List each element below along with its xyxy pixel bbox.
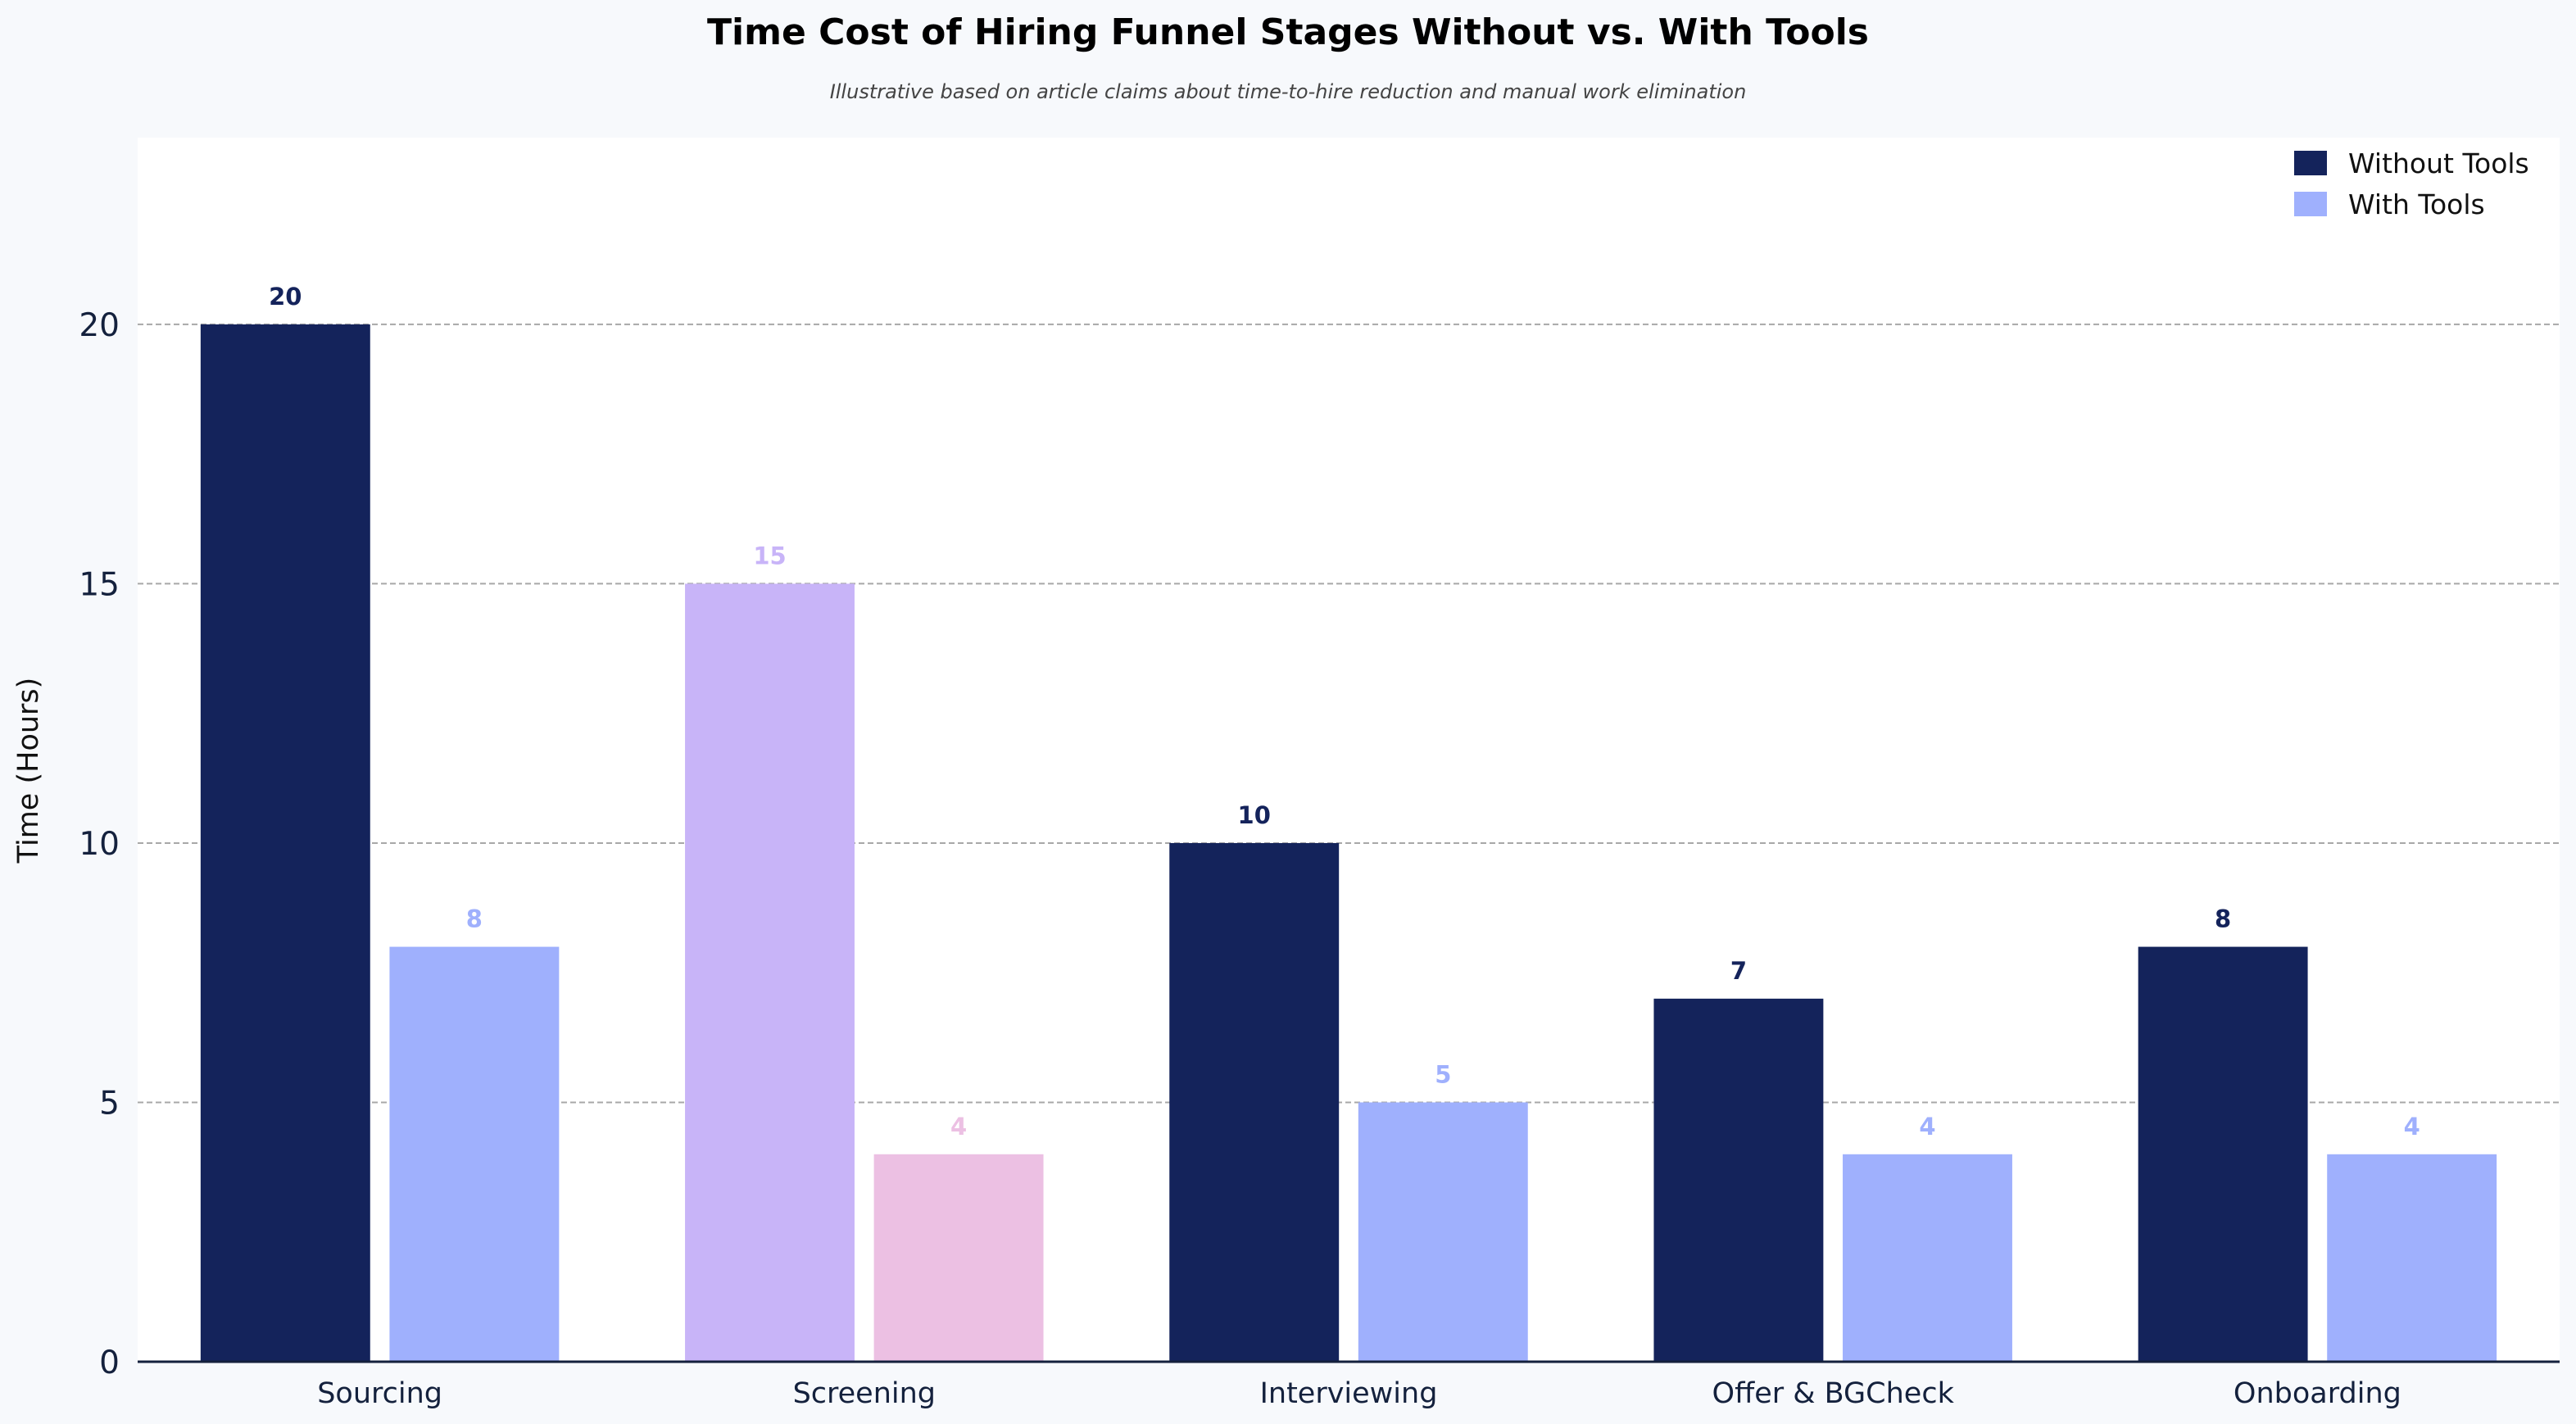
bar-value-label: 4 bbox=[950, 1113, 967, 1141]
bar-with-tools bbox=[1358, 1102, 1528, 1362]
bar-value-label: 8 bbox=[466, 905, 483, 933]
legend-label: With Tools bbox=[2348, 188, 2485, 220]
x-tick-label: Screening bbox=[793, 1377, 936, 1410]
bar-without-tools bbox=[2138, 946, 2308, 1362]
bar-with-tools bbox=[1843, 1154, 2012, 1362]
chart-subtitle: Illustrative based on article claims abo… bbox=[830, 80, 1747, 103]
y-ticks: 0 5 10 15 20 bbox=[79, 307, 120, 1381]
bar-value-label: 20 bbox=[269, 283, 302, 311]
legend-swatch bbox=[2294, 192, 2327, 216]
x-ticks: Sourcing Screening Interviewing Offer & BGC… bbox=[317, 1377, 2401, 1410]
x-tick-label: Sourcing bbox=[317, 1377, 442, 1410]
x-tick-label: Offer & BGCheck bbox=[1712, 1377, 1955, 1410]
y-tick-label: 0 bbox=[99, 1345, 120, 1381]
y-tick-label: 15 bbox=[79, 566, 120, 603]
legend-label: Without Tools bbox=[2348, 147, 2529, 179]
bar-value-label: 4 bbox=[1919, 1113, 1935, 1141]
bar-value-label: 8 bbox=[2215, 905, 2231, 933]
bar-with-tools bbox=[389, 946, 560, 1362]
x-tick-label: Interviewing bbox=[1260, 1377, 1438, 1410]
x-tick-label: Onboarding bbox=[2234, 1377, 2401, 1410]
bar-value-label: 4 bbox=[2404, 1113, 2420, 1141]
bar-without-tools bbox=[685, 583, 855, 1362]
bar-value-label: 5 bbox=[1435, 1060, 1451, 1088]
y-axis-label: Time (Hours) bbox=[12, 678, 45, 864]
legend: Without Tools With Tools bbox=[2294, 147, 2529, 220]
bar-value-label: 7 bbox=[1730, 957, 1747, 985]
bar-without-tools bbox=[1169, 842, 1340, 1362]
y-tick-label: 20 bbox=[79, 307, 120, 344]
bar-with-tools bbox=[2327, 1154, 2497, 1362]
bar-with-tools bbox=[873, 1154, 1044, 1362]
bar-without-tools bbox=[1653, 998, 1824, 1362]
bars bbox=[200, 324, 2497, 1362]
chart-title: Time Cost of Hiring Funnel Stages Withou… bbox=[707, 11, 1869, 53]
bar-value-label: 10 bbox=[1238, 801, 1271, 829]
legend-swatch bbox=[2294, 151, 2327, 175]
bar-without-tools bbox=[200, 324, 370, 1362]
value-labels: 20 8 15 4 10 5 7 4 8 4 bbox=[269, 283, 2420, 1141]
y-tick-label: 10 bbox=[79, 826, 120, 863]
y-tick-label: 5 bbox=[99, 1085, 120, 1122]
bar-value-label: 15 bbox=[753, 542, 786, 569]
gridlines bbox=[138, 323, 2560, 1104]
